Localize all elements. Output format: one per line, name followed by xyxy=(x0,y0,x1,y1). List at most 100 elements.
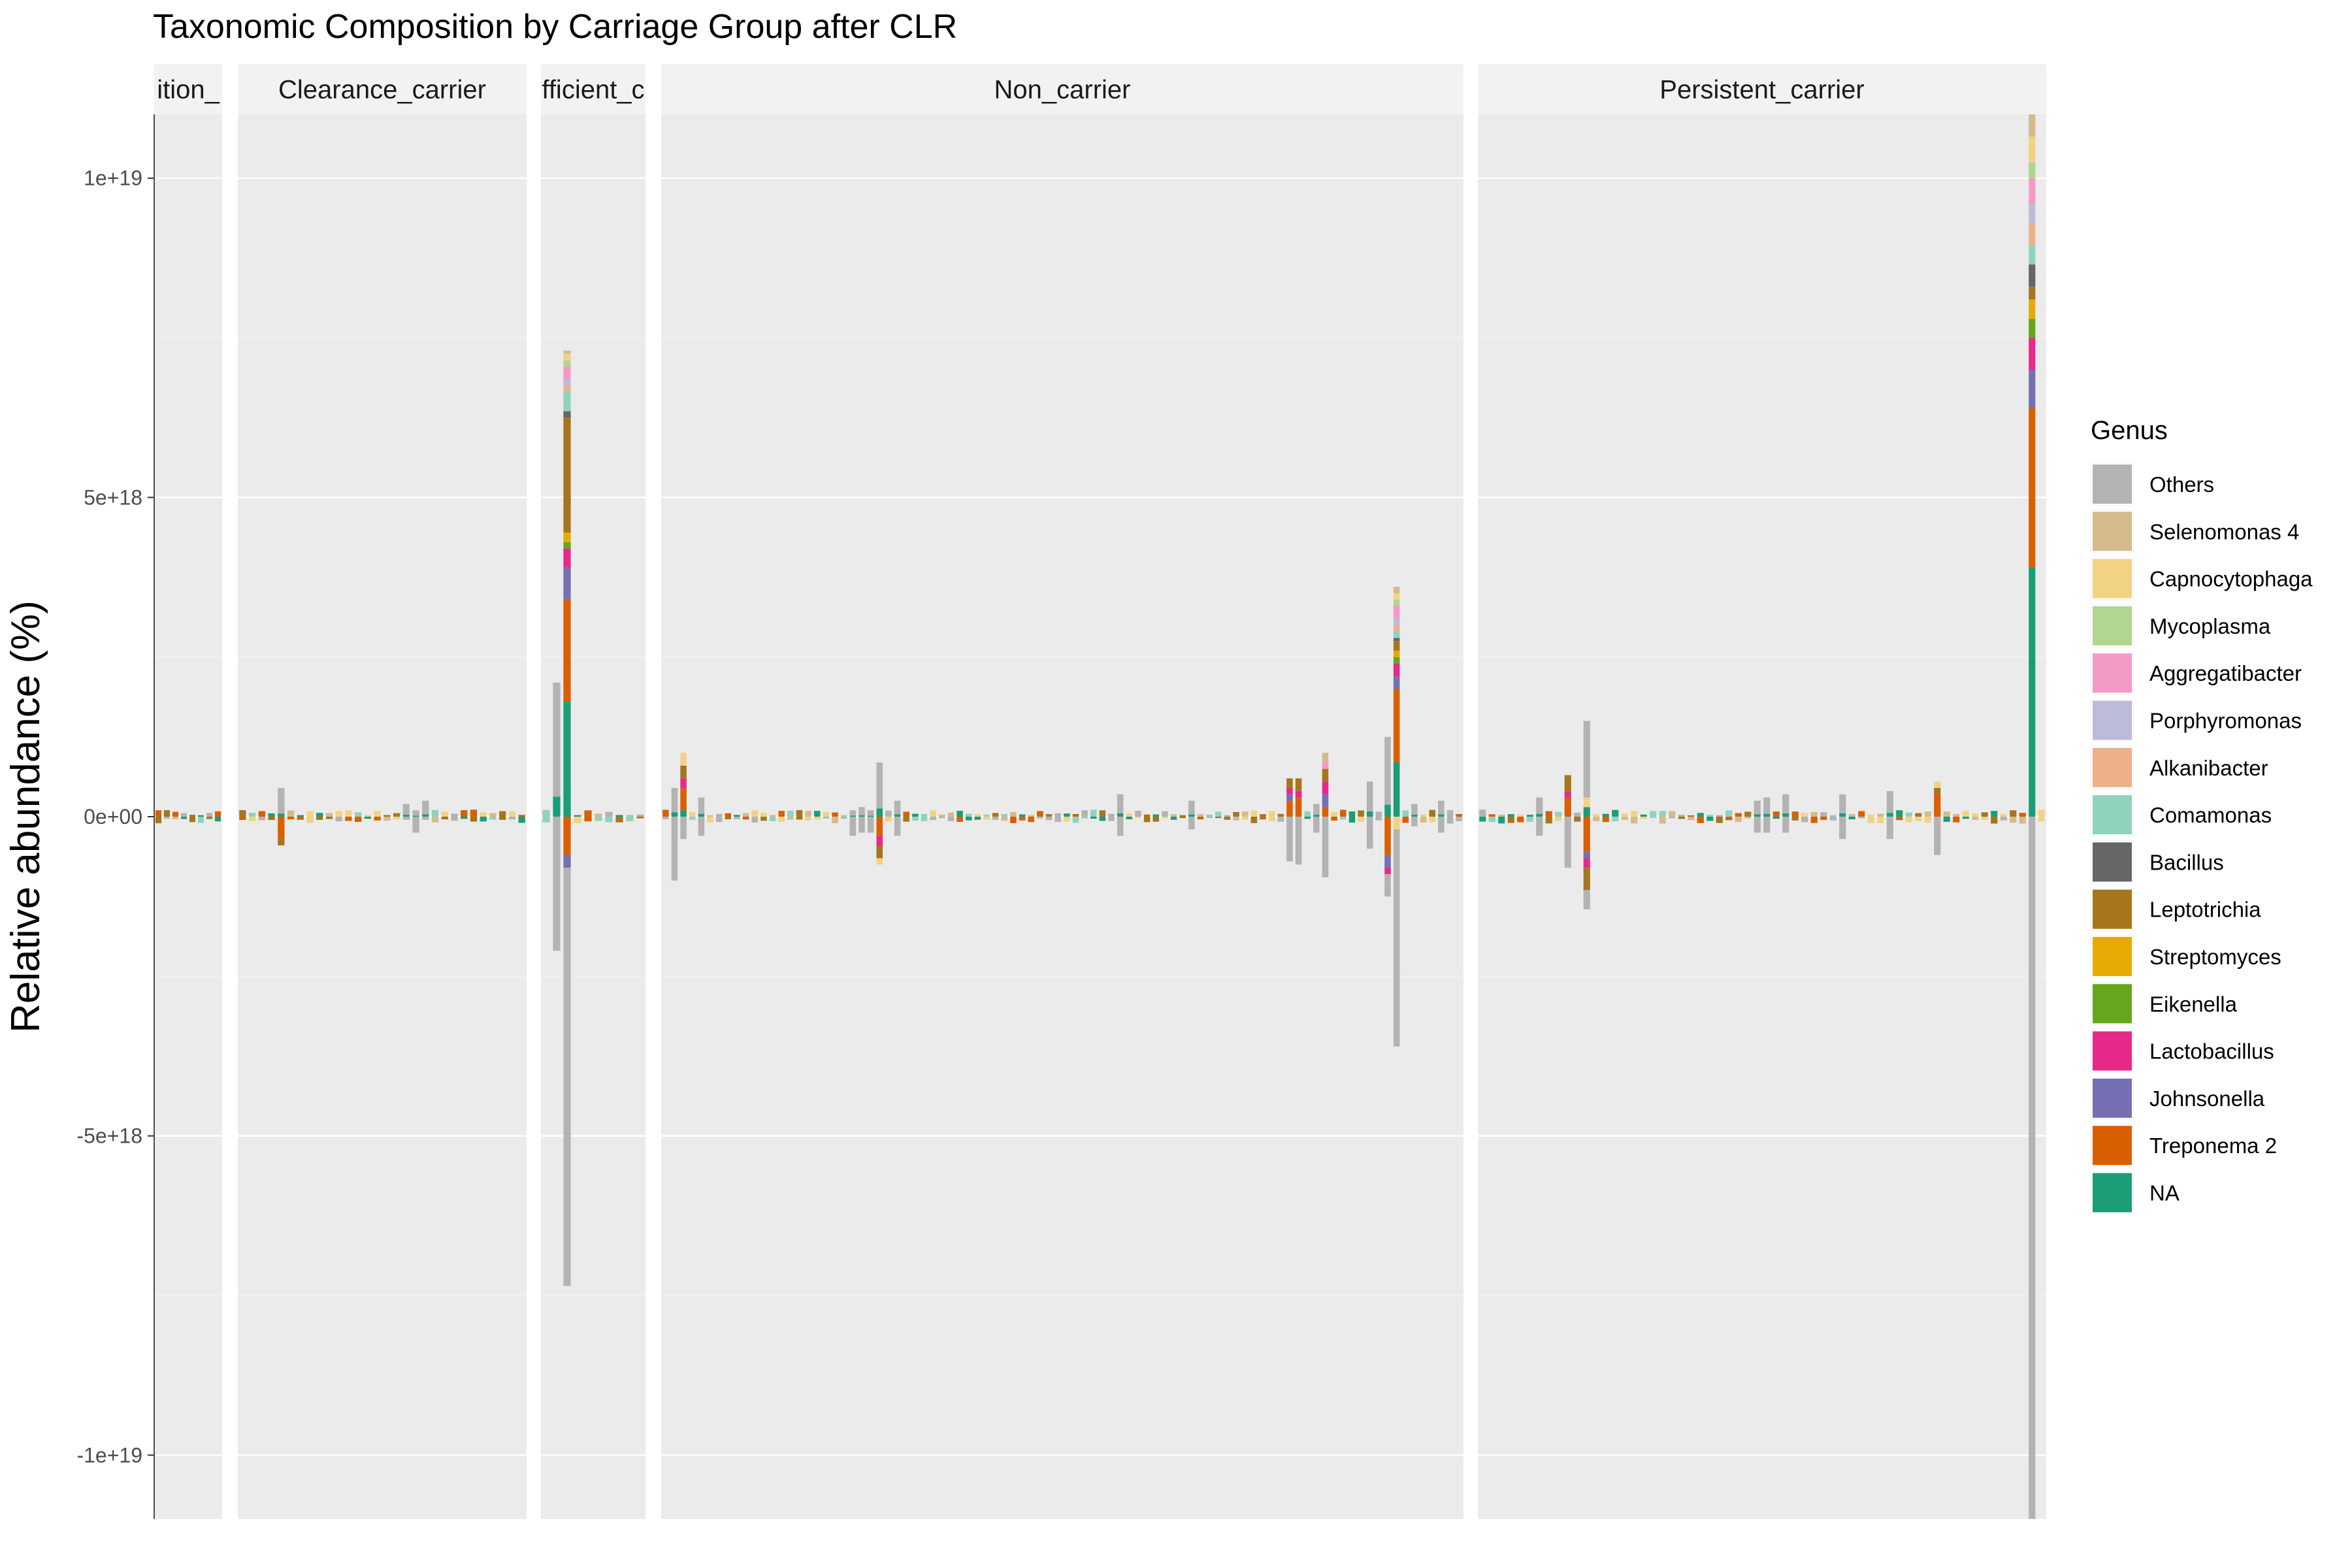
bar-segment xyxy=(680,817,687,840)
bar-segment xyxy=(849,817,857,836)
bar-segment xyxy=(1697,813,1704,817)
bar-segment xyxy=(563,542,571,549)
bar-segment xyxy=(1286,817,1293,862)
bar-segment xyxy=(921,817,928,821)
bar-segment xyxy=(1725,810,1733,817)
bar-segment xyxy=(508,817,516,820)
bar-segment xyxy=(769,817,776,821)
bar-segment xyxy=(1304,811,1311,817)
bar-segment xyxy=(278,813,285,817)
bar-segment xyxy=(876,762,883,809)
bar-segment xyxy=(563,417,571,533)
bar-segment xyxy=(707,815,713,817)
bar-segment xyxy=(1953,813,1960,817)
bar-segment xyxy=(1375,817,1382,821)
legend-swatch xyxy=(2091,936,2133,977)
bar-segment xyxy=(1934,817,1941,855)
bar-segment xyxy=(992,813,999,817)
bar-segment xyxy=(335,817,342,822)
legend-swatch xyxy=(2091,794,2133,836)
bar-segment xyxy=(1839,817,1846,840)
bar-segment xyxy=(584,810,592,817)
bar-segment xyxy=(563,411,571,418)
bar-segment xyxy=(563,599,571,702)
bar-segment xyxy=(364,817,372,819)
bar-segment xyxy=(1393,663,1400,676)
bar-segment xyxy=(345,810,352,817)
bar-segment xyxy=(1688,815,1695,817)
bar-segment xyxy=(832,817,838,823)
bar-segment xyxy=(1725,817,1733,821)
bar-segment xyxy=(563,360,571,367)
bar-segment xyxy=(1064,813,1070,817)
y-tick-label: 0e+00 xyxy=(84,805,142,828)
legend-item: Treponema 2 xyxy=(2091,1124,2277,1168)
bar-segment xyxy=(1659,811,1666,817)
bar-segment xyxy=(1697,817,1704,823)
bar-segment xyxy=(2029,408,2036,568)
bar-segment xyxy=(1782,813,1789,817)
bar-segment xyxy=(1574,817,1581,822)
bar-segment xyxy=(1340,817,1347,820)
bar-segment xyxy=(1583,858,1590,868)
bar-segment xyxy=(1446,810,1454,817)
bar-segment xyxy=(1456,813,1462,817)
bar-segment xyxy=(287,817,295,819)
bar-segment xyxy=(574,817,581,824)
bar-segment xyxy=(1754,800,1761,815)
bar-segment xyxy=(1019,814,1026,817)
bar-segment xyxy=(197,815,204,817)
legend-label: Johnsonella xyxy=(2149,1086,2265,1111)
bar-segment xyxy=(1143,817,1151,823)
bar-segment xyxy=(278,817,285,840)
bar-segment xyxy=(1621,813,1628,817)
bar-segment xyxy=(1650,817,1657,818)
legend-label: Porphyromonas xyxy=(2149,709,2302,733)
bar-segment xyxy=(689,811,696,817)
bar-segment xyxy=(297,817,304,820)
bar-segment xyxy=(1991,811,1998,817)
bar-segment xyxy=(412,817,419,833)
y-tick-label: -5e+18 xyxy=(76,1124,142,1148)
legend-item: NA xyxy=(2091,1171,2180,1215)
bar-segment xyxy=(1241,817,1249,820)
bar-segment xyxy=(563,817,571,855)
bar-segment xyxy=(1099,817,1106,821)
bar-segment xyxy=(1420,817,1427,823)
bar-segment xyxy=(725,813,732,817)
legend-item: Eikenella xyxy=(2091,982,2238,1026)
bar-segment xyxy=(1206,817,1213,819)
bar-segment xyxy=(1037,811,1043,817)
bar-segment xyxy=(489,813,497,817)
bar-segment xyxy=(1152,814,1160,817)
legend-item: Capnocytophaga xyxy=(2091,557,2313,600)
bar-segment xyxy=(1678,815,1685,817)
bar-segment xyxy=(894,817,901,836)
bar-segment xyxy=(605,811,613,817)
bar-segment xyxy=(1019,817,1026,821)
facet-strip xyxy=(661,64,1463,114)
bar-segment xyxy=(626,817,634,821)
bar-segment xyxy=(1438,814,1445,817)
bar-segment xyxy=(1744,817,1752,819)
bar-segment xyxy=(499,817,506,820)
bar-segment xyxy=(912,813,919,817)
bar-segment xyxy=(2010,817,2017,823)
bar-segment xyxy=(1583,817,1590,852)
bar-segment xyxy=(2029,245,2036,265)
bar-segment xyxy=(1886,817,1893,840)
bar-segment xyxy=(2038,817,2045,821)
bar-segment xyxy=(1877,817,1884,823)
bar-segment xyxy=(1772,811,1780,817)
bar-segment xyxy=(662,817,669,819)
bar-segment xyxy=(1801,813,1808,817)
bar-segment xyxy=(1810,817,1818,823)
legend-swatch xyxy=(2091,1030,2133,1072)
bar-segment xyxy=(1188,817,1195,830)
bar-segment xyxy=(364,815,372,817)
bar-segment xyxy=(180,813,188,817)
bar-segment xyxy=(992,817,999,820)
bar-segment xyxy=(1197,817,1204,820)
bar-segment xyxy=(480,812,487,817)
